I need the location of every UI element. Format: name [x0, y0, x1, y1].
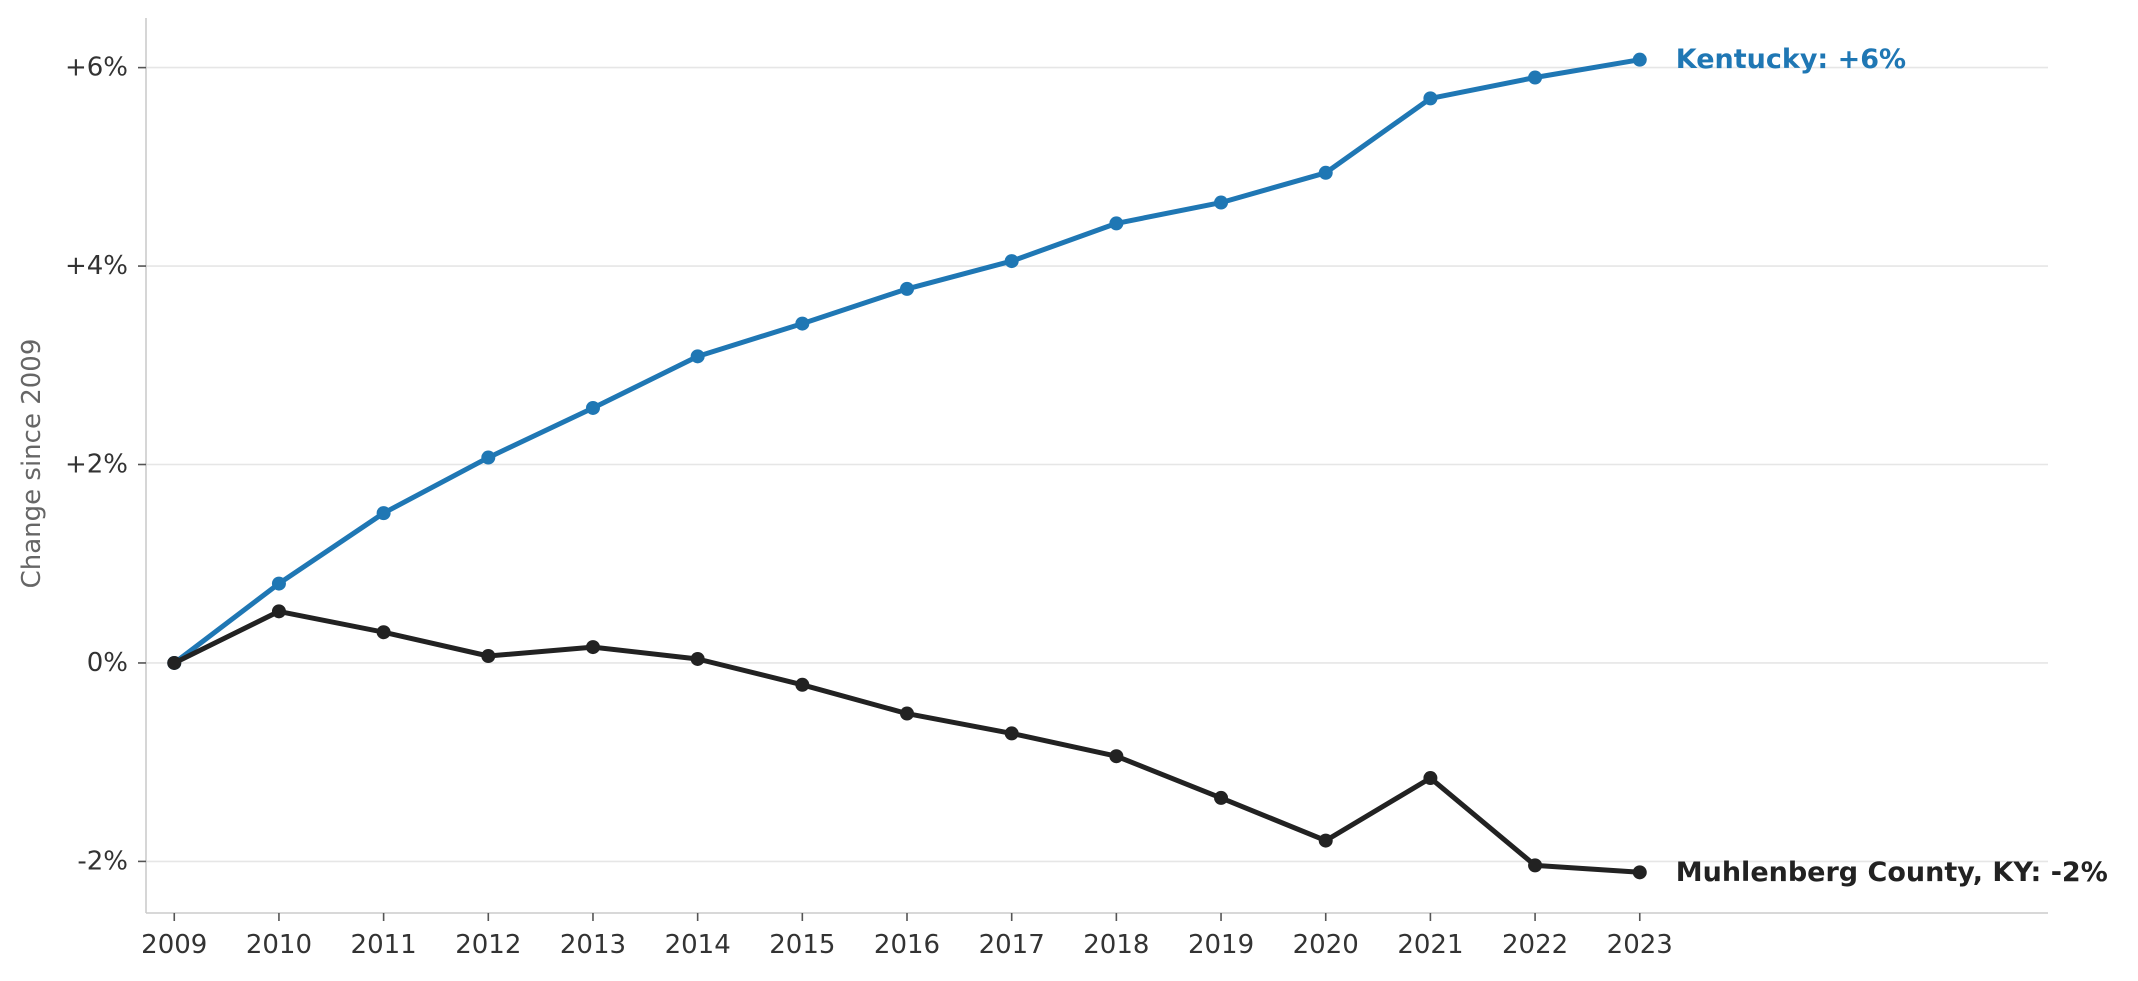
data-point: [1214, 195, 1229, 210]
data-point: [1528, 858, 1543, 873]
data-point: [376, 506, 391, 521]
data-point: [481, 649, 496, 664]
data-point: [690, 349, 705, 364]
data-point: [1632, 52, 1647, 67]
x-tick-label: 2017: [979, 930, 1045, 960]
series-end-labels: Kentucky: +6% Muhlenberg County, KY: -2%: [1676, 44, 2108, 888]
series-end-label: Kentucky: +6%: [1676, 44, 1906, 75]
x-tick-label: 2022: [1502, 930, 1568, 960]
y-tick-label: +2%: [65, 450, 128, 480]
y-axis-title: Change since 2009: [17, 339, 47, 589]
data-point: [1318, 833, 1333, 848]
y-tick-label: +4%: [65, 251, 128, 281]
x-tick-label: 2020: [1293, 930, 1359, 960]
data-point: [1632, 865, 1647, 880]
data-point: [1109, 749, 1124, 764]
data-point: [167, 655, 182, 670]
x-tick-label: 2023: [1607, 930, 1673, 960]
data-point: [900, 706, 915, 721]
data-point: [1318, 165, 1333, 180]
data-point: [481, 450, 496, 465]
series-line: [171, 608, 1643, 875]
x-tick-label: 2016: [874, 930, 940, 960]
series-1: [167, 604, 1647, 880]
data-point: [585, 400, 600, 415]
data-point: [376, 625, 391, 640]
series-line: [171, 57, 1643, 666]
data-point: [271, 576, 286, 591]
x-tick-label: 2012: [455, 930, 521, 960]
y-tick-label: 0%: [87, 648, 128, 678]
y-axis-ticks: -2% 0% +2% +4% +6%: [65, 53, 146, 876]
x-tick-label: 2009: [141, 930, 207, 960]
data-point: [1004, 726, 1019, 741]
x-tick-label: 2010: [246, 930, 312, 960]
gridlines: [146, 66, 2048, 863]
data-point: [690, 651, 705, 666]
x-tick-label: 2014: [665, 930, 731, 960]
x-tick-label: 2011: [351, 930, 417, 960]
x-tick-label: 2013: [560, 930, 626, 960]
x-tick-label: 2019: [1188, 930, 1254, 960]
y-tick-label: -2%: [77, 846, 128, 876]
x-axis-ticks: 2009 2010 2011 2012 2013 2014 2015 2016 2017 2018…: [141, 913, 1673, 960]
data-point: [271, 604, 286, 619]
series-0: [167, 52, 1647, 670]
data-point: [900, 281, 915, 296]
data-point: [795, 316, 810, 331]
data-point: [1214, 790, 1229, 805]
x-tick-label: 2015: [769, 930, 835, 960]
data-point: [585, 640, 600, 655]
y-tick-label: +6%: [65, 53, 128, 83]
data-point: [1109, 216, 1124, 231]
data-point: [1423, 771, 1438, 786]
x-tick-label: 2018: [1083, 930, 1149, 960]
data-point: [1423, 91, 1438, 106]
series-end-label: Muhlenberg County, KY: -2%: [1676, 857, 2108, 888]
axes: [145, 18, 2048, 914]
x-tick-label: 2021: [1397, 930, 1463, 960]
data-point: [795, 677, 810, 692]
data-point: [1528, 70, 1543, 85]
series-lines: [167, 52, 1647, 880]
data-point: [1004, 254, 1019, 269]
